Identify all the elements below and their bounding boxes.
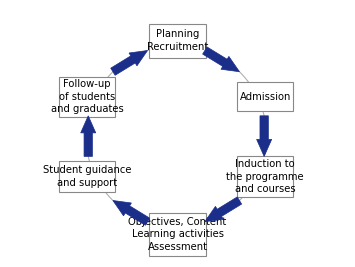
FancyBboxPatch shape [59, 161, 115, 192]
Polygon shape [111, 50, 148, 75]
FancyBboxPatch shape [237, 156, 293, 197]
Text: Student guidance
and support: Student guidance and support [43, 166, 131, 188]
FancyBboxPatch shape [149, 213, 206, 256]
Text: Planning
Recruitment: Planning Recruitment [147, 29, 208, 52]
Polygon shape [257, 116, 272, 156]
Text: Induction to
the programme
and courses: Induction to the programme and courses [226, 159, 304, 194]
Text: Follow-up
of students
and graduates: Follow-up of students and graduates [51, 80, 124, 114]
Polygon shape [203, 47, 240, 72]
Text: Objectives, Content
Learning activities
Assessment: Objectives, Content Learning activities … [129, 217, 226, 252]
FancyBboxPatch shape [149, 23, 206, 58]
Polygon shape [205, 197, 242, 222]
FancyBboxPatch shape [237, 83, 293, 111]
Polygon shape [81, 116, 96, 156]
Polygon shape [113, 201, 150, 225]
Text: Admission: Admission [240, 92, 291, 102]
FancyBboxPatch shape [59, 77, 115, 117]
